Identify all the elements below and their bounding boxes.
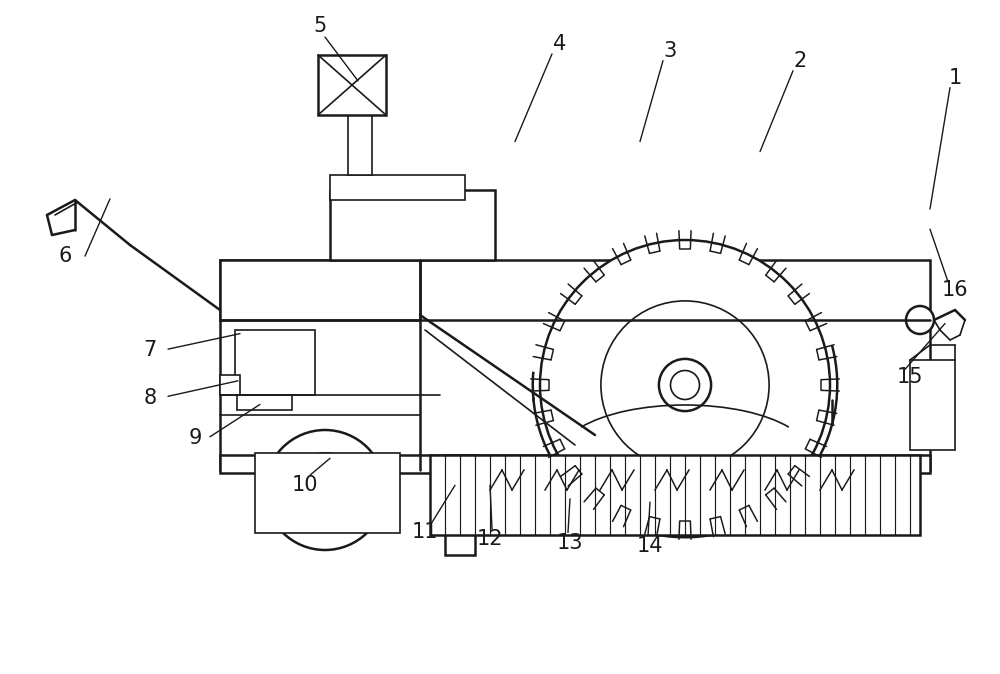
Circle shape	[601, 301, 769, 469]
Bar	[445, 455, 475, 555]
Bar	[910, 360, 955, 450]
Text: 13: 13	[557, 532, 583, 553]
Text: 9: 9	[188, 428, 202, 448]
Circle shape	[288, 453, 362, 527]
Bar	[220, 455, 930, 473]
Bar	[220, 375, 240, 395]
Bar	[255, 453, 400, 533]
Bar	[237, 395, 292, 410]
Text: 14: 14	[637, 536, 663, 556]
Bar	[220, 260, 420, 320]
Circle shape	[312, 477, 338, 503]
Text: 4: 4	[553, 34, 567, 54]
Circle shape	[670, 371, 700, 400]
Circle shape	[540, 240, 830, 530]
Text: 15: 15	[897, 367, 923, 388]
Text: 6: 6	[58, 246, 72, 266]
Text: 12: 12	[477, 529, 503, 549]
Bar	[348, 90, 372, 175]
Bar	[318, 55, 386, 115]
Bar	[235, 330, 315, 395]
Circle shape	[906, 306, 934, 334]
Text: 7: 7	[143, 340, 157, 361]
Bar	[430, 455, 920, 535]
Text: 5: 5	[313, 16, 327, 36]
Bar	[330, 190, 495, 260]
Bar	[330, 175, 465, 200]
Text: 8: 8	[143, 388, 157, 408]
Text: 10: 10	[292, 475, 318, 495]
Text: 1: 1	[948, 67, 962, 88]
Circle shape	[265, 430, 385, 550]
Text: 11: 11	[412, 522, 438, 543]
Bar	[220, 260, 930, 470]
Text: 16: 16	[942, 280, 968, 300]
Text: 3: 3	[663, 40, 677, 61]
Circle shape	[659, 359, 711, 411]
Text: 2: 2	[793, 51, 807, 71]
